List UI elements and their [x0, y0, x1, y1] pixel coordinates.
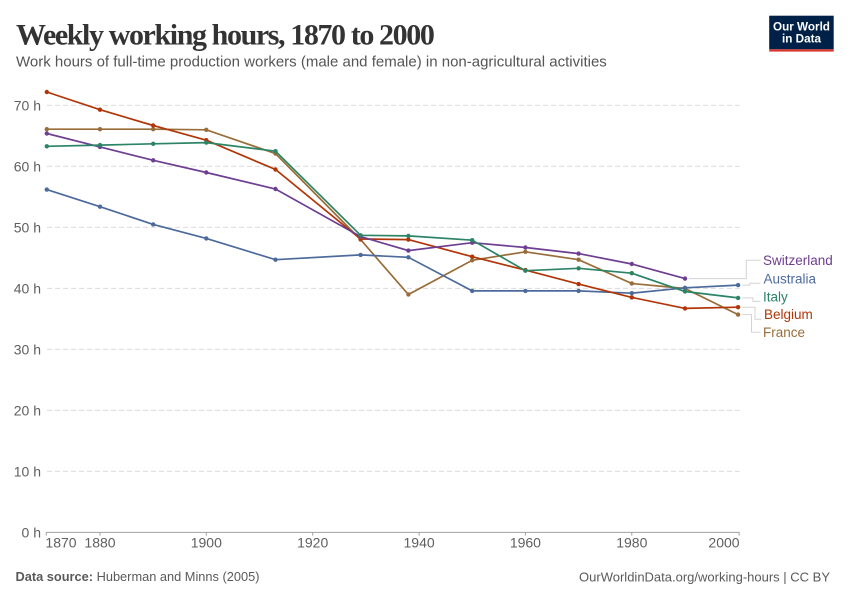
svg-text:60 h: 60 h: [14, 159, 41, 175]
svg-text:Our World: Our World: [773, 20, 830, 33]
svg-text:1900: 1900: [191, 535, 222, 551]
svg-text:70 h: 70 h: [14, 98, 41, 114]
svg-text:Australia: Australia: [764, 271, 817, 286]
svg-text:Work hours of full-time produc: Work hours of full-time production worke…: [16, 54, 607, 71]
svg-text:20 h: 20 h: [14, 403, 41, 419]
svg-text:1960: 1960: [510, 535, 541, 551]
svg-text:Belgium: Belgium: [764, 307, 813, 322]
svg-text:Weekly working hours, 1870 to: Weekly working hours, 1870 to 2000: [16, 18, 434, 51]
svg-text:1980: 1980: [616, 535, 647, 551]
svg-text:2000: 2000: [708, 535, 739, 551]
svg-text:Data source: Huberman and Minn: Data source: Huberman and Minns (2005): [16, 569, 260, 584]
svg-text:France: France: [763, 325, 805, 340]
svg-text:1880: 1880: [84, 535, 115, 551]
svg-text:1940: 1940: [404, 535, 435, 551]
svg-text:Switzerland: Switzerland: [763, 253, 833, 268]
svg-text:30 h: 30 h: [14, 342, 41, 358]
svg-text:10 h: 10 h: [14, 464, 41, 480]
svg-text:0 h: 0 h: [22, 525, 41, 541]
svg-text:50 h: 50 h: [14, 220, 41, 236]
svg-text:Italy: Italy: [763, 289, 788, 304]
svg-text:1920: 1920: [297, 535, 328, 551]
svg-text:OurWorldinData.org/working-hou: OurWorldinData.org/working-hours | CC BY: [579, 570, 830, 585]
svg-text:1870: 1870: [45, 535, 76, 551]
svg-text:40 h: 40 h: [14, 281, 41, 297]
svg-text:in Data: in Data: [782, 32, 821, 45]
